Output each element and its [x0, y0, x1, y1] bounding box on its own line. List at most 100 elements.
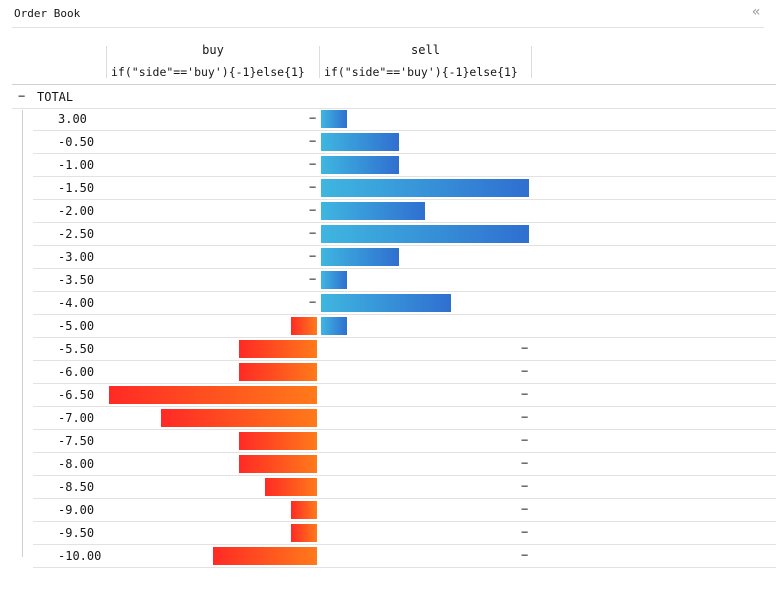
table-row[interactable]: -8.00 − — [0, 453, 776, 476]
table-row[interactable]: -9.50 − — [0, 522, 776, 545]
row-label: -4.00 — [58, 296, 95, 310]
row-label: -8.50 — [58, 480, 95, 494]
sell-empty-cell: − — [521, 341, 529, 355]
row-divider — [33, 153, 776, 154]
row-label: -3.00 — [58, 250, 95, 264]
row-divider — [33, 406, 776, 407]
header-divider — [319, 46, 320, 78]
table-row[interactable]: -6.50 − — [0, 384, 776, 407]
row-label: -9.00 — [58, 503, 95, 517]
table-row[interactable]: -1.50 − — [0, 177, 776, 200]
buy-bar — [213, 547, 317, 565]
sell-bar — [321, 156, 399, 174]
buy-bar — [109, 386, 317, 404]
column-header-sell[interactable]: sell — [411, 43, 440, 57]
buy-bar — [161, 409, 317, 427]
row-label: -5.50 — [58, 342, 95, 356]
row-label: -1.50 — [58, 181, 95, 195]
row-label: -8.00 — [58, 457, 95, 471]
buy-bar — [239, 455, 317, 473]
row-label: 3.00 — [58, 112, 87, 126]
buy-empty-cell: − — [309, 226, 317, 240]
table-row[interactable]: -9.00 − — [0, 499, 776, 522]
row-divider — [33, 360, 776, 361]
table-row[interactable]: -7.00 − — [0, 407, 776, 430]
double-chevron-left-icon[interactable]: « — [752, 4, 761, 20]
row-divider — [33, 291, 776, 292]
panel-titlebar: Order Book « — [0, 0, 776, 28]
header-divider — [531, 46, 532, 78]
row-divider — [33, 383, 776, 384]
table-row[interactable]: -8.50 − — [0, 476, 776, 499]
column-expression-sell: if("side"=='buy'){-1}else{1} — [324, 65, 518, 79]
table-row[interactable]: -1.00 − — [0, 154, 776, 177]
buy-bar — [239, 340, 317, 358]
table-row[interactable]: -3.50 − — [0, 269, 776, 292]
header-divider-line — [12, 84, 776, 85]
table-row[interactable]: -2.00 − — [0, 200, 776, 223]
row-label: -1.00 — [58, 158, 95, 172]
row-label: -9.50 — [58, 526, 95, 540]
row-divider — [33, 222, 776, 223]
buy-empty-cell: − — [309, 157, 317, 171]
table-row[interactable]: 3.00 − — [0, 108, 776, 131]
table-row[interactable]: -10.00 − — [0, 545, 776, 568]
buy-empty-cell: − — [309, 272, 317, 286]
sell-bar — [321, 133, 399, 151]
row-divider — [33, 544, 776, 545]
buy-empty-cell: − — [309, 249, 317, 263]
collapse-toggle-icon[interactable]: − — [18, 89, 26, 103]
row-divider — [33, 429, 776, 430]
table-row[interactable]: -2.50 − — [0, 223, 776, 246]
buy-bar — [291, 501, 317, 519]
row-divider — [33, 314, 776, 315]
sell-bar — [321, 294, 451, 312]
table-row[interactable]: -5.00 — [0, 315, 776, 338]
row-divider — [33, 130, 776, 131]
sell-bar — [321, 248, 399, 266]
title-divider — [12, 27, 764, 28]
sell-bar — [321, 317, 347, 335]
table-row[interactable]: -0.50 − — [0, 131, 776, 154]
table-row[interactable]: -6.00 − — [0, 361, 776, 384]
buy-bar — [265, 478, 317, 496]
buy-bar — [291, 317, 317, 335]
sell-empty-cell: − — [521, 387, 529, 401]
table-row[interactable]: -7.50 − — [0, 430, 776, 453]
row-divider — [33, 498, 776, 499]
column-header-buy[interactable]: buy — [202, 43, 224, 57]
row-divider — [33, 337, 776, 338]
buy-empty-cell: − — [309, 111, 317, 125]
buy-empty-cell: − — [309, 203, 317, 217]
buy-bar — [239, 432, 317, 450]
buy-bar — [239, 363, 317, 381]
sell-bar — [321, 225, 529, 243]
table-row[interactable]: -5.50 − — [0, 338, 776, 361]
buy-empty-cell: − — [309, 295, 317, 309]
sell-empty-cell: − — [521, 525, 529, 539]
sell-bar — [321, 202, 425, 220]
row-divider — [33, 268, 776, 269]
row-divider — [33, 567, 776, 568]
buy-empty-cell: − — [309, 134, 317, 148]
row-label: -5.00 — [58, 319, 95, 333]
sell-empty-cell: − — [521, 410, 529, 424]
row-label: -10.00 — [58, 549, 102, 563]
table-row[interactable]: -4.00 − — [0, 292, 776, 315]
sell-empty-cell: − — [521, 456, 529, 470]
row-label: -7.00 — [58, 411, 95, 425]
sell-empty-cell: − — [521, 502, 529, 516]
sell-empty-cell: − — [521, 548, 529, 562]
total-divider — [12, 108, 776, 109]
total-group-row: − TOTAL — [12, 86, 776, 108]
sell-empty-cell: − — [521, 364, 529, 378]
row-label: -7.50 — [58, 434, 95, 448]
row-label: -6.50 — [58, 388, 95, 402]
table-row[interactable]: -3.00 − — [0, 246, 776, 269]
buy-empty-cell: − — [309, 180, 317, 194]
sell-empty-cell: − — [521, 433, 529, 447]
row-divider — [33, 245, 776, 246]
column-expression-buy: if("side"=='buy'){-1}else{1} — [111, 65, 305, 79]
header-divider — [106, 46, 107, 78]
row-divider — [33, 475, 776, 476]
